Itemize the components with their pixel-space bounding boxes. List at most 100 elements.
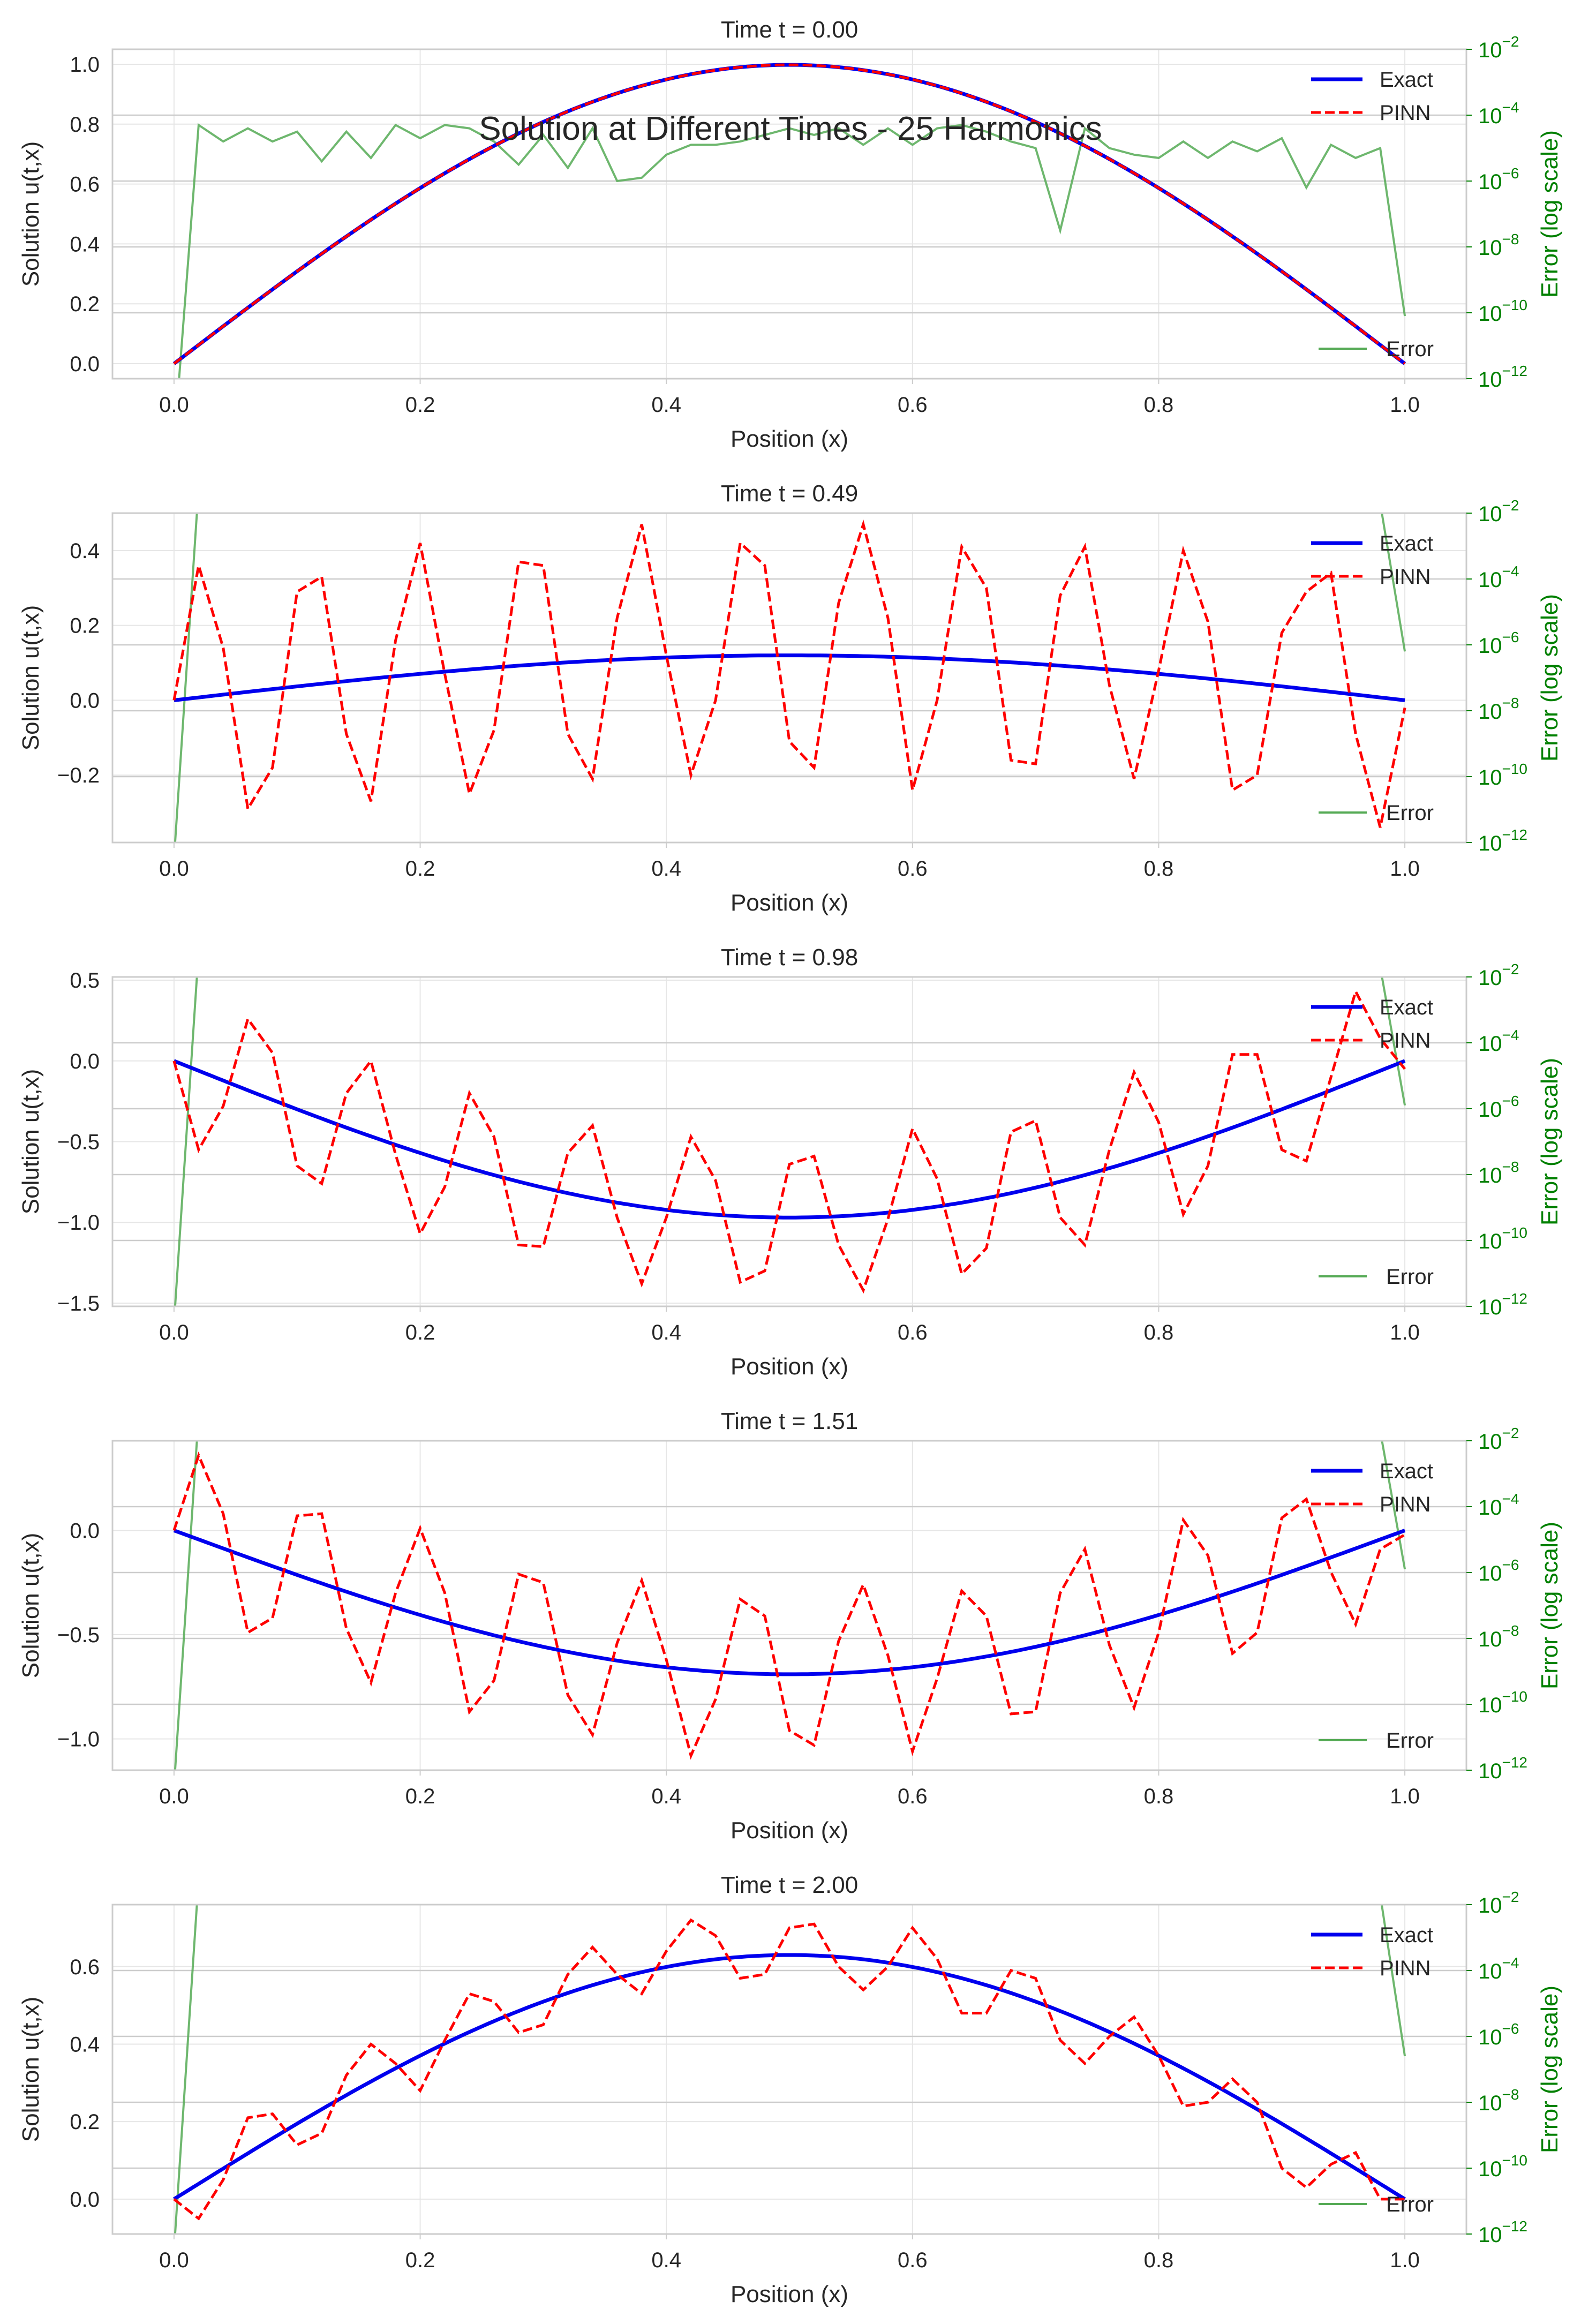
legend-exact-label: Exact <box>1380 1923 1433 1947</box>
y2-tick-label: 10−4 <box>1478 1954 1519 1983</box>
y-tick-label: 0.4 <box>70 232 100 256</box>
legend-exact-label: Exact <box>1380 996 1433 1019</box>
axes-frame <box>111 512 1467 844</box>
x-tick-label: 0.4 <box>651 393 681 417</box>
y2-tick-label: 10−2 <box>1478 33 1519 62</box>
x-tick-label: 1.0 <box>1390 857 1420 881</box>
pinn-line <box>172 1451 1406 1760</box>
y2-axis-label: Error (log scale) <box>1537 594 1563 762</box>
legend-pinn-label: PINN <box>1380 1029 1431 1052</box>
plot-area <box>172 977 1406 1306</box>
x-tick-label: 0.2 <box>405 1785 435 1808</box>
axes-frame <box>111 1904 1467 2235</box>
y-tick-label: −1.0 <box>57 1211 100 1235</box>
legend-error-label: Error <box>1386 1729 1434 1753</box>
y-tick-label: 0.0 <box>70 2188 100 2212</box>
subplot-1: 0.0 0.2 0.4 0.6 0.8 1.0 0.0 0.2 0.4 0.6 0.8 1.0 10−1… <box>18 17 1563 452</box>
x-axis-label: Position (x) <box>731 890 848 916</box>
axes-frame <box>111 48 1467 380</box>
subplot-title: Time t = 0.49 <box>721 480 858 507</box>
y2-tick-label: 10−2 <box>1478 1425 1519 1454</box>
y-tick-label: 0.4 <box>70 2033 100 2056</box>
exact-line <box>173 1953 1406 2201</box>
x-tick-label: 0.2 <box>405 2248 435 2272</box>
x-tick-label: 1.0 <box>1390 393 1420 417</box>
y2-tick-label: 10−10 <box>1478 2152 1527 2181</box>
exact-line <box>173 1529 1406 1676</box>
x-tick-label: 0.8 <box>1144 1321 1174 1344</box>
y2-tick-label: 10−4 <box>1478 99 1519 128</box>
subplot-5: 0.0 0.2 0.4 0.6 0.8 1.0 0.0 0.2 0.4 0.6 10−12 10−10… <box>18 1872 1563 2307</box>
x-axis-label: Position (x) <box>731 2281 848 2307</box>
y2-tick-label: 10−4 <box>1478 1491 1519 1520</box>
x-tick-label: 0.8 <box>1144 393 1174 417</box>
x-tick-label: 1.0 <box>1390 1785 1420 1808</box>
legend-pinn-label: PINN <box>1380 1493 1431 1516</box>
y2-tick-label: 10−8 <box>1478 1622 1519 1651</box>
x-tick-label: 0.4 <box>651 857 681 881</box>
pinn-line <box>172 519 1406 828</box>
y-tick-label: −0.5 <box>57 1623 100 1647</box>
y2-tick-label: 10−10 <box>1478 1688 1527 1717</box>
legend-exact-label: Exact <box>1380 68 1433 92</box>
subplot-title: Time t = 1.51 <box>721 1408 858 1434</box>
y2-tick-label: 10−12 <box>1478 1754 1527 1783</box>
y-tick-label: 1.0 <box>70 53 100 77</box>
x-tick-label: 0.8 <box>1144 2248 1174 2272</box>
x-axis-label: Position (x) <box>731 1817 848 1844</box>
pinn-line <box>173 1918 1405 2221</box>
y-tick-label: −0.2 <box>57 764 100 787</box>
error-line <box>174 513 1406 843</box>
x-tick-label: 0.4 <box>651 2248 681 2272</box>
y-tick-label: 0.5 <box>70 969 100 992</box>
legend-pinn-label: PINN <box>1380 565 1431 589</box>
subplot-4: 0.0 0.2 0.4 0.6 0.8 1.0 −1.0 −0.5 0.0 10−12 10−10 1… <box>18 1408 1563 1844</box>
legend-error-label: Error <box>1386 337 1434 361</box>
x-tick-label: 0.6 <box>898 857 928 881</box>
y2-tick-label: 10−12 <box>1478 2218 1527 2247</box>
y-tick-label: −1.5 <box>57 1292 100 1315</box>
legend-error-label: Error <box>1386 1265 1434 1289</box>
y-tick-label: 0.4 <box>70 539 100 563</box>
y2-tick-label: 10−2 <box>1478 497 1519 526</box>
y2-tick-label: 10−6 <box>1478 1093 1519 1122</box>
x-tick-label: 0.6 <box>898 393 928 417</box>
legend-pinn-label: PINN <box>1380 101 1431 125</box>
y2-tick-label: 10−8 <box>1478 1159 1519 1187</box>
y2-tick-label: 10−2 <box>1478 1889 1519 1917</box>
y2-tick-label: 10−8 <box>1478 695 1519 724</box>
y2-tick-label: 10−4 <box>1478 563 1519 592</box>
x-tick-label: 0.2 <box>405 393 435 417</box>
x-tick-label: 0.0 <box>159 1321 189 1344</box>
y2-tick-label: 10−10 <box>1478 1224 1527 1253</box>
y2-tick-label: 10−6 <box>1478 2020 1519 2049</box>
y2-axis-label: Error (log scale) <box>1537 1058 1563 1225</box>
subplot-title: Time t = 0.98 <box>721 944 858 971</box>
y2-axis-label: Error (log scale) <box>1537 130 1563 298</box>
legend-exact-label: Exact <box>1380 532 1433 555</box>
subplot-2: 0.0 0.2 0.4 0.6 0.8 1.0 −0.2 0.0 0.2 0.4 10−12 10−1… <box>18 480 1563 916</box>
x-axis-label: Position (x) <box>731 1353 848 1380</box>
y-tick-label: 0.2 <box>70 292 100 316</box>
y2-axis-label: Error (log scale) <box>1537 1985 1563 2153</box>
y-axis-label: Solution u(t,x) <box>18 141 44 287</box>
y2-tick-label: 10−8 <box>1478 2086 1519 2115</box>
y-axis-label: Solution u(t,x) <box>18 1069 44 1214</box>
y2-tick-label: 10−12 <box>1478 1290 1527 1319</box>
x-axis-label: Position (x) <box>731 426 848 452</box>
subplot-title: Time t = 0.00 <box>721 17 858 43</box>
pinn-line <box>172 988 1406 1294</box>
x-tick-label: 0.4 <box>651 1321 681 1344</box>
x-tick-label: 0.8 <box>1144 1785 1174 1808</box>
y2-tick-label: 10−12 <box>1478 363 1527 392</box>
x-tick-label: 0.4 <box>651 1785 681 1808</box>
y2-tick-label: 10−4 <box>1478 1027 1519 1056</box>
y-tick-label: −1.0 <box>57 1728 100 1751</box>
y2-tick-label: 10−12 <box>1478 826 1527 855</box>
x-tick-label: 0.6 <box>898 1321 928 1344</box>
x-tick-label: 0.6 <box>898 2248 928 2272</box>
x-tick-label: 0.2 <box>405 857 435 881</box>
y2-tick-label: 10−6 <box>1478 629 1519 658</box>
x-tick-label: 1.0 <box>1390 1321 1420 1344</box>
legend-pinn-label: PINN <box>1380 1957 1431 1980</box>
